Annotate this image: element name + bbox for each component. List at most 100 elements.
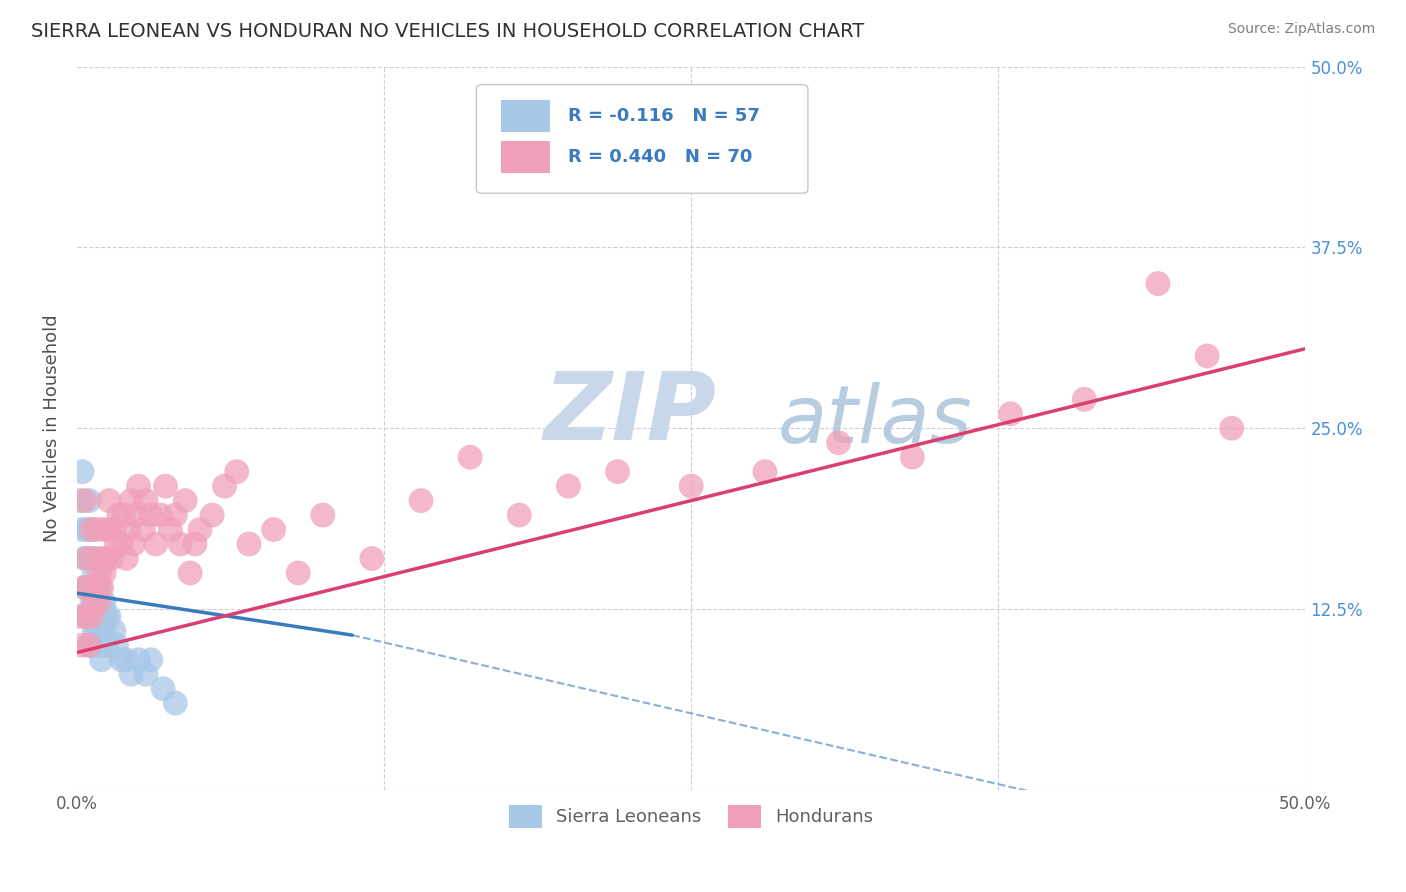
Point <box>557 479 579 493</box>
Text: R = -0.116   N = 57: R = -0.116 N = 57 <box>568 107 761 125</box>
Point <box>69 609 91 624</box>
Point <box>86 523 108 537</box>
Point <box>76 551 98 566</box>
Point <box>79 638 101 652</box>
Point <box>76 581 98 595</box>
Point <box>86 624 108 638</box>
Point <box>79 581 101 595</box>
Point <box>86 638 108 652</box>
Point <box>83 609 105 624</box>
Point <box>76 609 98 624</box>
Point <box>108 508 131 522</box>
Point <box>165 508 187 522</box>
Point <box>76 523 98 537</box>
Point <box>508 508 530 522</box>
Point <box>90 653 112 667</box>
Text: SIERRA LEONEAN VS HONDURAN NO VEHICLES IN HOUSEHOLD CORRELATION CHART: SIERRA LEONEAN VS HONDURAN NO VEHICLES I… <box>31 22 865 41</box>
Point <box>139 653 162 667</box>
Point <box>135 493 157 508</box>
Point <box>79 523 101 537</box>
Point <box>184 537 207 551</box>
Point <box>901 450 924 465</box>
Point <box>169 537 191 551</box>
Point <box>90 609 112 624</box>
Point <box>287 566 309 580</box>
Point <box>1197 349 1219 363</box>
Point <box>90 624 112 638</box>
Point <box>96 638 118 652</box>
Text: R = 0.440   N = 70: R = 0.440 N = 70 <box>568 148 752 166</box>
Point <box>89 609 111 624</box>
Point <box>73 609 96 624</box>
Point <box>73 581 96 595</box>
Point <box>1220 421 1243 435</box>
Point <box>86 595 108 609</box>
Point <box>98 523 121 537</box>
Point <box>83 595 105 609</box>
Point <box>83 581 105 595</box>
Point <box>79 551 101 566</box>
Point <box>188 523 211 537</box>
Point <box>80 609 103 624</box>
Point <box>827 435 849 450</box>
Point <box>83 566 105 580</box>
Text: Source: ZipAtlas.com: Source: ZipAtlas.com <box>1227 22 1375 37</box>
Point <box>681 479 703 493</box>
Point <box>110 537 132 551</box>
Point <box>70 465 93 479</box>
Point <box>89 595 111 609</box>
Point <box>90 581 112 595</box>
Point <box>1147 277 1170 291</box>
Y-axis label: No Vehicles in Household: No Vehicles in Household <box>44 315 60 542</box>
FancyBboxPatch shape <box>501 100 550 132</box>
Point <box>105 537 128 551</box>
Point <box>96 551 118 566</box>
Point <box>90 638 112 652</box>
Point <box>80 551 103 566</box>
Point <box>201 508 224 522</box>
Point <box>110 653 132 667</box>
Point <box>80 581 103 595</box>
Point <box>86 581 108 595</box>
Point <box>152 681 174 696</box>
Point <box>103 624 125 638</box>
Point <box>79 581 101 595</box>
Point <box>128 479 150 493</box>
Point <box>93 595 115 609</box>
Point <box>96 609 118 624</box>
Point <box>69 493 91 508</box>
Point <box>122 537 145 551</box>
Point <box>409 493 432 508</box>
Point <box>458 450 481 465</box>
Point <box>128 653 150 667</box>
Point <box>80 595 103 609</box>
Point <box>112 508 135 522</box>
Point <box>89 595 111 609</box>
Point <box>120 493 142 508</box>
Point <box>90 551 112 566</box>
Point <box>80 609 103 624</box>
FancyBboxPatch shape <box>477 85 808 194</box>
Point <box>93 609 115 624</box>
Point <box>103 523 125 537</box>
Point <box>125 508 148 522</box>
Point <box>98 609 121 624</box>
Point <box>89 624 111 638</box>
Point <box>79 609 101 624</box>
Text: ZIP: ZIP <box>544 368 717 459</box>
Point <box>100 551 122 566</box>
Point <box>98 493 121 508</box>
Point <box>312 508 335 522</box>
Point <box>132 523 155 537</box>
Point <box>135 667 157 681</box>
Point <box>89 581 111 595</box>
Point <box>83 551 105 566</box>
Point <box>174 493 197 508</box>
Point <box>165 696 187 710</box>
Point <box>263 523 285 537</box>
Legend: Sierra Leoneans, Hondurans: Sierra Leoneans, Hondurans <box>502 797 880 835</box>
Point <box>115 551 138 566</box>
Point <box>80 523 103 537</box>
Point <box>93 523 115 537</box>
Point <box>83 638 105 652</box>
